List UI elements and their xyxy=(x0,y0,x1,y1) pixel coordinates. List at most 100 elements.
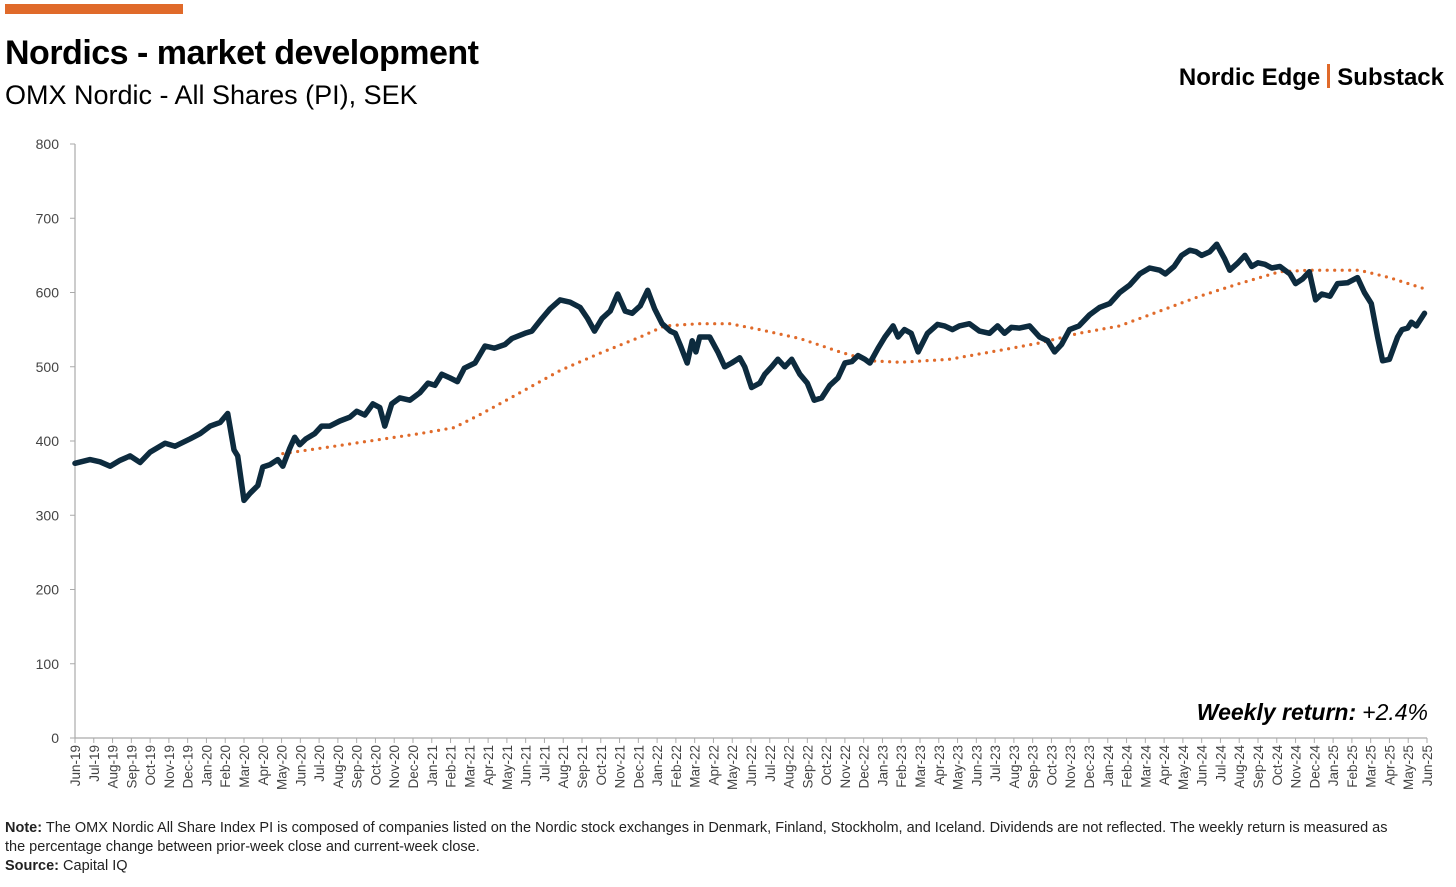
source-text: Capital IQ xyxy=(63,858,128,874)
x-tick-label: Apr-22 xyxy=(706,745,721,786)
x-tick-label: Jun-24 xyxy=(1195,745,1210,787)
x-tick-label: Jun-20 xyxy=(293,745,308,786)
x-tick-label: Jan-25 xyxy=(1326,745,1341,786)
x-tick-label: Mar-23 xyxy=(913,745,928,788)
x-tick-label: Oct-22 xyxy=(819,745,834,786)
source-line: Source: Capital IQ xyxy=(5,857,1405,876)
x-tick-label: Sep-22 xyxy=(800,745,815,789)
x-tick-label: Jun-25 xyxy=(1420,745,1435,786)
x-tick-label: Dec-20 xyxy=(406,745,421,789)
weekly-return-value: +2.4% xyxy=(1362,699,1428,725)
chart-title: Nordics - market development xyxy=(5,34,479,72)
moving-average-line xyxy=(281,268,1427,456)
x-tick-label: Feb-23 xyxy=(894,745,909,788)
x-tick-label: Jun-23 xyxy=(969,745,984,786)
y-tick-label: 600 xyxy=(36,285,60,301)
y-tick-label: 500 xyxy=(36,359,60,375)
x-tick-label: Apr-25 xyxy=(1382,745,1397,786)
footnote: Note: The OMX Nordic All Share Index PI … xyxy=(5,819,1405,876)
x-tick-label: Nov-23 xyxy=(1063,745,1078,789)
x-tick-label: Nov-21 xyxy=(613,745,628,789)
x-tick-label: Jan-22 xyxy=(650,745,665,786)
x-tick-label: Feb-22 xyxy=(669,745,684,788)
x-tick-label: Apr-20 xyxy=(256,745,271,786)
brand-logo: Nordic Edge Substack xyxy=(1179,64,1444,92)
x-tick-label: Mar-21 xyxy=(462,745,477,788)
x-tick-label: Aug-23 xyxy=(1007,745,1022,789)
brand-name: Nordic Edge xyxy=(1178,64,1321,91)
brand-separator xyxy=(1327,64,1331,88)
x-tick-label: Jan-24 xyxy=(1101,745,1116,787)
x-tick-label: Oct-20 xyxy=(368,745,383,786)
x-tick-label: Dec-22 xyxy=(857,745,872,789)
x-tick-label: Jan-23 xyxy=(875,745,890,786)
x-tick-label: Sep-19 xyxy=(124,745,139,789)
series-group xyxy=(72,241,1428,504)
x-tick-label: Aug-20 xyxy=(331,745,346,789)
x-tick-label: Sep-23 xyxy=(1026,745,1041,789)
chart-subtitle: OMX Nordic - All Shares (PI), SEK xyxy=(5,80,418,110)
x-tick-label: Jul-24 xyxy=(1213,745,1228,782)
note-label: Note: xyxy=(5,820,43,836)
index-line xyxy=(72,241,1428,504)
y-tick-label: 200 xyxy=(36,582,60,598)
x-tick-label: Jul-23 xyxy=(988,745,1003,782)
x-tick-label: Feb-24 xyxy=(1120,745,1135,788)
x-tick-label: May-20 xyxy=(275,745,290,790)
x-tick-label: May-22 xyxy=(725,745,740,790)
x-tick-label: May-23 xyxy=(951,745,966,790)
x-tick-label: Jan-21 xyxy=(425,745,440,786)
x-tick-label: Jul-21 xyxy=(537,745,552,782)
x-tick-label: Feb-21 xyxy=(444,745,459,788)
x-tick-label: Nov-22 xyxy=(838,745,853,789)
y-tick-label: 700 xyxy=(36,210,60,226)
x-tick-label: Jul-20 xyxy=(312,745,327,782)
x-tick-label: Jul-19 xyxy=(87,745,102,782)
brand-platform: Substack xyxy=(1337,64,1444,91)
x-tick-label: Apr-23 xyxy=(932,745,947,786)
y-tick-label: 100 xyxy=(36,656,60,672)
x-tick-label: Dec-19 xyxy=(181,745,196,789)
x-tick-label: Nov-20 xyxy=(387,745,402,789)
x-tick-label: Apr-24 xyxy=(1157,745,1172,786)
x-tick-label: Nov-19 xyxy=(162,745,177,789)
x-tick-label: Oct-19 xyxy=(143,745,158,786)
x-tick-label: Dec-24 xyxy=(1307,745,1322,789)
x-tick-label: Jul-22 xyxy=(763,745,778,782)
x-tick-label: Sep-21 xyxy=(575,745,590,789)
x-tick-label: Mar-22 xyxy=(688,745,703,788)
x-tick-label: Jun-22 xyxy=(744,745,759,786)
x-tick-label: Feb-20 xyxy=(218,745,233,788)
x-tick-label: Aug-21 xyxy=(556,745,571,789)
x-tick-label: May-24 xyxy=(1176,745,1191,791)
x-tick-label: Mar-24 xyxy=(1138,745,1153,788)
x-tick-label: Aug-22 xyxy=(782,745,797,789)
x-tick-label: Mar-20 xyxy=(237,745,252,788)
x-tick-label: Apr-21 xyxy=(481,745,496,786)
x-tick-label: Sep-24 xyxy=(1251,745,1266,789)
x-tick-label: Jun-21 xyxy=(519,745,534,786)
x-tick-label: Jan-20 xyxy=(199,745,214,786)
x-tick-label: Oct-21 xyxy=(594,745,609,786)
x-tick-label: Jun-19 xyxy=(68,745,83,786)
x-tick-label: Sep-20 xyxy=(350,745,365,789)
x-tick-label: Mar-25 xyxy=(1364,745,1379,788)
accent-bar xyxy=(5,4,183,14)
source-label: Source: xyxy=(5,858,59,874)
x-tick-label: Dec-23 xyxy=(1082,745,1097,789)
x-tick-label: Aug-24 xyxy=(1232,745,1247,789)
x-tick-label: Nov-24 xyxy=(1289,745,1304,789)
note-text: The OMX Nordic All Share Index PI is com… xyxy=(5,820,1388,855)
x-tick-label: Aug-19 xyxy=(106,745,121,789)
x-tick-label: Feb-25 xyxy=(1345,745,1360,788)
x-tick-label: Dec-21 xyxy=(631,745,646,789)
x-tick-label: May-25 xyxy=(1401,745,1416,790)
y-tick-label: 0 xyxy=(51,730,59,746)
x-tick-label: Oct-23 xyxy=(1044,745,1059,786)
weekly-return: Weekly return: +2.4% xyxy=(1197,699,1428,726)
y-tick-label: 400 xyxy=(36,433,60,449)
y-tick-label: 800 xyxy=(36,136,60,152)
axes: 0 100 200 300 400 500 600 700 800 Jun-19 Jul-19 Aug… xyxy=(36,136,1435,790)
note-line: Note: The OMX Nordic All Share Index PI … xyxy=(5,819,1405,857)
